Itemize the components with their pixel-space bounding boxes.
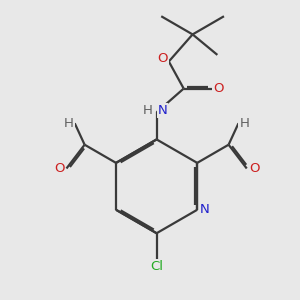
- Text: N: N: [158, 104, 167, 117]
- Text: O: O: [213, 82, 224, 95]
- Text: N: N: [200, 203, 209, 216]
- Text: H: H: [64, 117, 74, 130]
- Text: H: H: [239, 117, 249, 130]
- Text: H: H: [142, 104, 152, 117]
- Text: Cl: Cl: [150, 260, 163, 273]
- Text: O: O: [249, 162, 259, 175]
- Text: O: O: [54, 162, 64, 175]
- Text: O: O: [157, 52, 167, 65]
